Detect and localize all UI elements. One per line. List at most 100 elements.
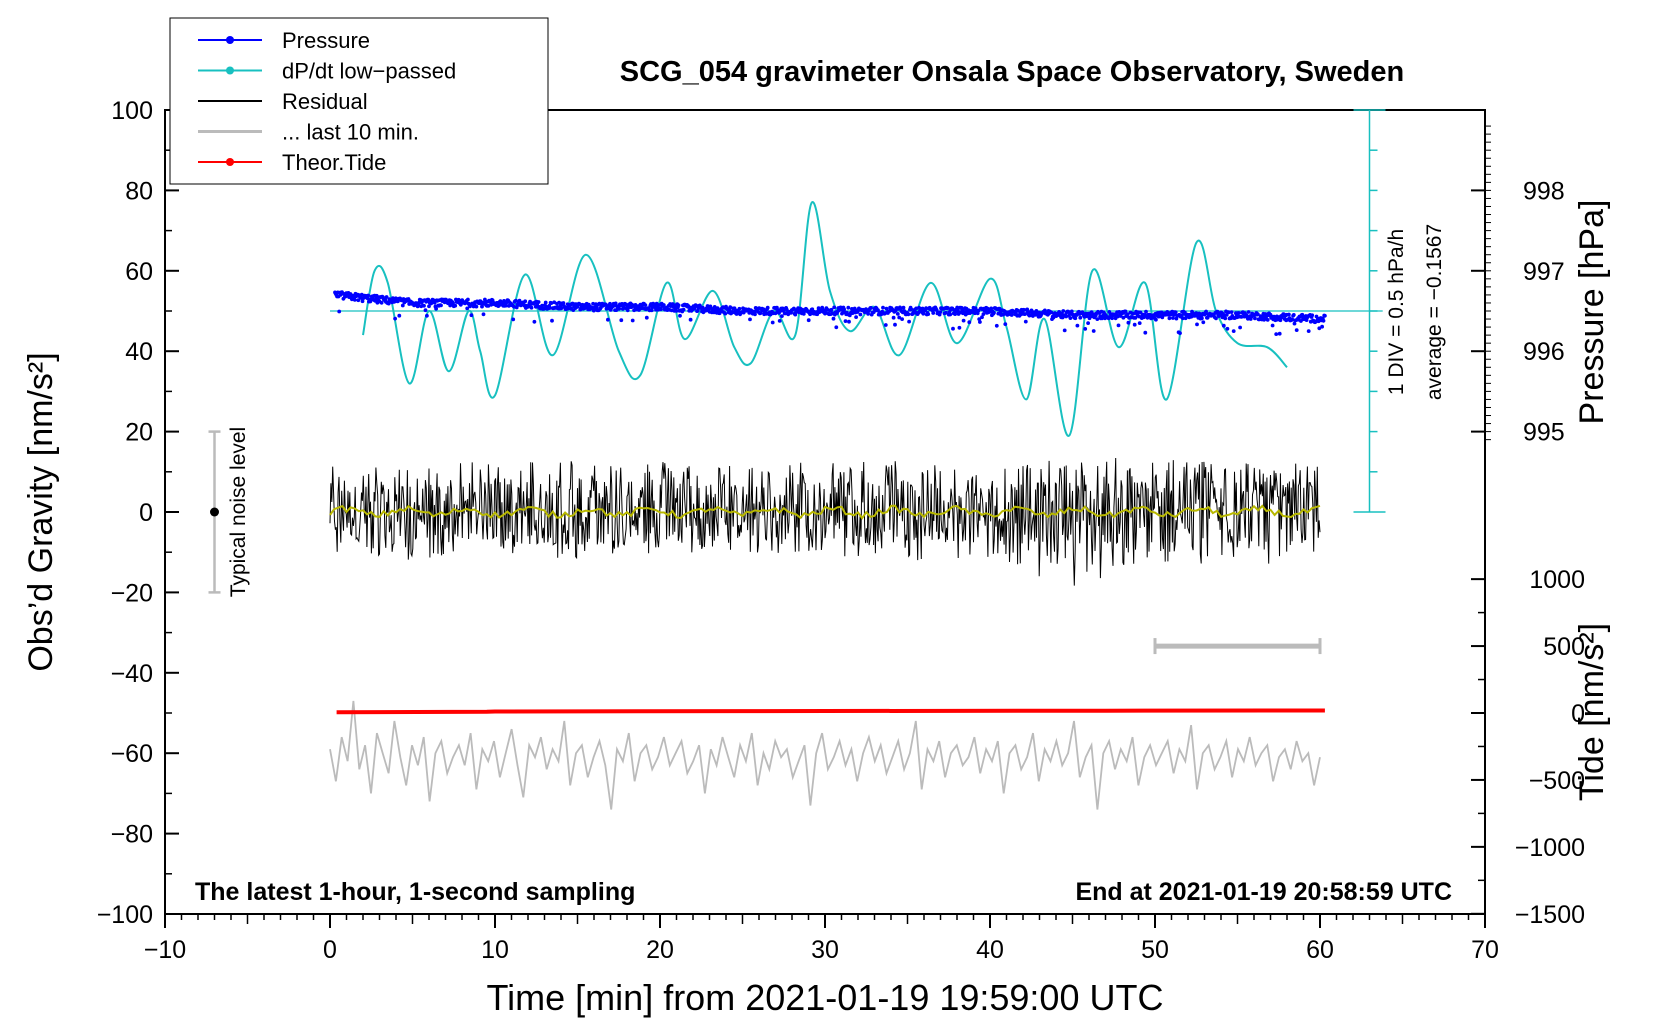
pressure-point [379,300,384,305]
pressure-point [1137,321,1142,325]
pressure-point [1236,311,1241,315]
pressure-point [559,306,564,311]
pressure-point [465,306,470,311]
bottom-tick-label: 50 [1141,936,1169,964]
pressure-point [1073,316,1078,321]
legend-marker-swatch [226,66,234,75]
pressure-point [613,301,618,306]
pressure-point [700,305,705,310]
pressure-point [909,307,914,312]
pressure-point [831,316,836,321]
pressure-point [1183,316,1188,321]
pressure-point [881,305,885,310]
pressure-point [1075,323,1080,328]
pressure-point [1062,328,1067,333]
pressure-point [561,301,566,305]
pressure-point [517,298,522,303]
pressure-point [591,301,595,306]
bottom-tick-label: 70 [1471,936,1499,964]
legend-items: Pressure dP/dt low−passed Residual ... last… [198,28,456,175]
x-axis-label: Time [min] from 2021-01-19 19:59:00 UTC [487,977,1164,1018]
series-dpdt-line [362,201,1288,437]
pressure-point [1195,322,1199,327]
pressure-tick-label: 998 [1523,177,1565,205]
tide-tick-label: −1500 [1515,901,1585,929]
pressure-point [619,318,624,323]
pressure-point [951,326,955,331]
tide-tick-label: 0 [1571,700,1585,728]
right-pressure-axis-ticks: 995 996 997 998 [1471,125,1565,447]
pressure-point [1132,322,1137,327]
pressure-point [352,298,357,302]
pressure-point [1180,316,1185,321]
pressure-point [529,305,534,310]
pressure-point [483,297,487,302]
pressure-point [777,319,782,323]
pressure-point [1110,316,1114,321]
pressure-point [1133,316,1138,320]
pressure-point [1023,312,1027,316]
series-theor-tide-line [336,708,1325,715]
pressure-point [425,313,429,318]
pressure-point [1246,310,1251,314]
pressure-point [994,323,999,328]
bottom-tick-label: 40 [976,936,1004,964]
pressure-point [474,304,479,309]
pressure-point [891,315,896,320]
pressure-point [753,312,757,317]
pressure-point [549,301,554,305]
pressure-point [883,323,888,327]
pressure-point [846,305,851,310]
pressure-tick-label: 995 [1523,419,1565,447]
legend-marker-swatch [226,158,234,166]
pressure-point [1178,331,1182,335]
left-axis-ticks: −100 −80 −60 −40 −20 0 20 40 60 80 100 [97,97,179,929]
series-residual-line [329,457,1321,586]
series-pressure-points [333,290,1327,336]
legend-item-label: Residual [282,89,368,114]
pressure-point [866,312,870,316]
pressure-point [854,315,858,319]
pressure-point [801,312,806,316]
legend-marker-swatch [226,36,234,44]
pressure-point [548,306,552,310]
pressure-point [858,312,863,317]
left-tick-label: −60 [111,740,153,768]
left-tick-label: −80 [111,821,153,849]
pressure-point [1091,329,1096,333]
series-last-10-min-line [329,700,1321,810]
pressure-point [997,306,1002,311]
chart-title: SCG_054 gravimeter Onsala Space Observat… [620,56,1404,88]
legend-item-label: dP/dt low−passed [282,59,456,84]
bottom-tick-label: 0 [323,936,337,964]
pressure-point [532,319,537,324]
bottom-axis-ticks: −10 0 10 20 30 40 50 60 70 [144,914,1499,964]
y-axis-pressure-label: Pressure [hPa] [1573,200,1611,425]
pressure-point [1194,311,1199,315]
pressure-point [876,308,880,312]
left-tick-label: 80 [125,177,153,205]
pressure-point [770,320,775,325]
pressure-point [669,308,674,313]
pressure-point [1061,309,1066,313]
pressure-tick-label: 997 [1523,258,1565,286]
left-tick-label: −20 [111,579,153,607]
pressure-point [1009,313,1014,317]
pressure-point [1265,318,1270,322]
pressure-point [981,312,986,316]
pressure-point [466,297,470,302]
pressure-point [360,299,365,304]
pressure-point [1064,314,1068,319]
pressure-point [1323,313,1327,318]
pressure-point [417,300,421,305]
pressure-point [948,312,953,317]
pressure-point [511,317,516,322]
pressure-point [640,306,644,311]
pressure-point [1167,316,1172,321]
pressure-point [978,320,982,324]
pressure-point [661,303,666,307]
pressure-point [1287,312,1291,317]
pressure-point [393,316,397,321]
pressure-point [893,322,897,327]
